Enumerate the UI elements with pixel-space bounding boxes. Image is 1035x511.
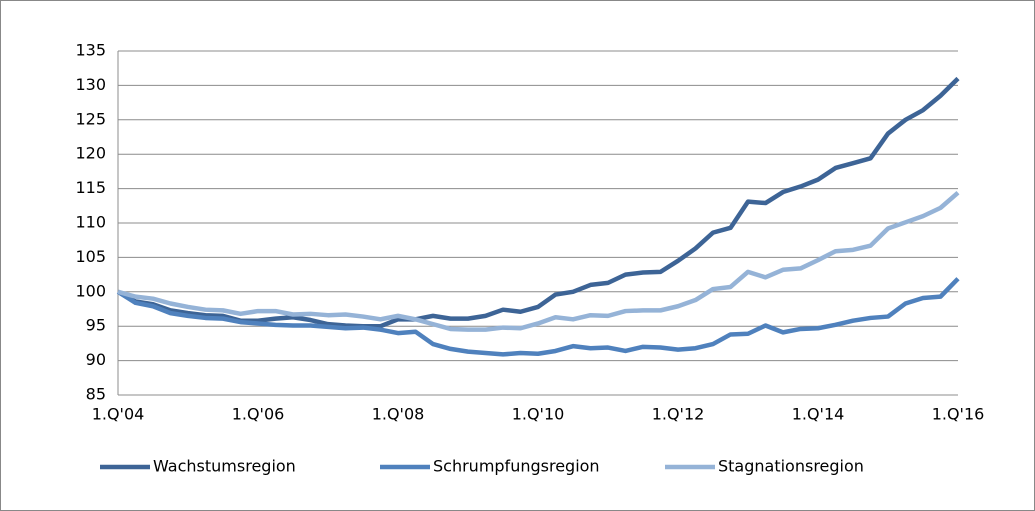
series-line (117, 191, 960, 332)
x-tick-label: 1.Q'16 (932, 405, 985, 424)
y-tick-label: 85 (86, 385, 106, 404)
x-tick-label: 1.Q'12 (652, 405, 705, 424)
y-tick-label: 110 (75, 213, 106, 232)
y-tick-label: 100 (75, 281, 106, 300)
x-tick-label: 1.Q'10 (512, 405, 565, 424)
y-tick-label: 105 (75, 247, 106, 266)
series-line (116, 277, 960, 357)
legend-label: Stagnationsregion (718, 457, 864, 476)
y-tick-label: 120 (75, 144, 106, 163)
y-tick-label: 115 (75, 178, 106, 197)
legend-label: Wachstumsregion (153, 457, 296, 476)
y-tick-label: 125 (75, 109, 106, 128)
x-tick-label: 1.Q'06 (232, 405, 285, 424)
x-tick-label: 1.Q'08 (372, 405, 425, 424)
y-tick-label: 90 (86, 350, 106, 369)
x-tick-label: 1.Q'04 (92, 405, 145, 424)
series-line (116, 76, 960, 329)
legend-label: Schrumpfungsregion (433, 457, 600, 476)
y-tick-label: 130 (75, 75, 106, 94)
y-tick-label: 95 (86, 316, 106, 335)
x-tick-label: 1.Q'14 (792, 405, 845, 424)
y-tick-label: 135 (75, 41, 106, 60)
